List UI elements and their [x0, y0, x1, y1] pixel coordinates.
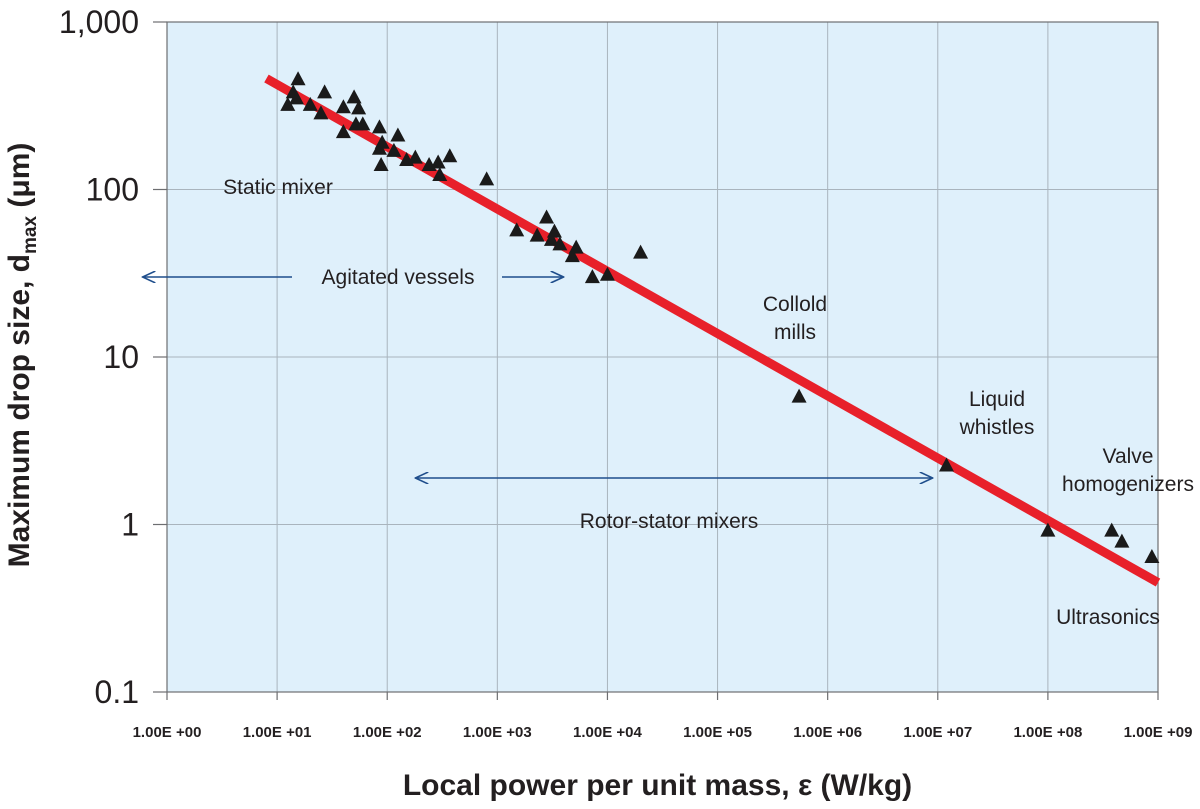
y-axis-ticks: 0.1 1 10 100 1,000	[59, 4, 139, 710]
annotation-line: Valve	[1103, 445, 1154, 468]
data-point	[539, 209, 555, 224]
y-axis-title: Maximum drop size, dmax (μm)	[3, 143, 41, 568]
data-point	[584, 269, 600, 284]
y-axis-title-main: Maximum drop size, d	[3, 254, 36, 567]
y-axis-title-subscript: max	[20, 216, 41, 254]
x-tick-label: 1.00E +05	[683, 724, 752, 741]
annotation-liquid-whistles: Liquid whistles	[959, 388, 1035, 439]
data-point	[290, 71, 306, 86]
annotation-line: whistles	[959, 416, 1035, 439]
data-point	[346, 89, 362, 104]
data-point	[1144, 548, 1160, 563]
data-point	[335, 124, 351, 139]
annotation-line: Agitated vessels	[322, 266, 475, 289]
data-point	[407, 149, 423, 164]
data-point	[529, 227, 545, 242]
data-point	[313, 105, 329, 120]
data-point	[355, 116, 371, 131]
y-tick-label: 100	[86, 172, 139, 208]
data-point	[791, 388, 807, 403]
x-tick-label: 1.00E +00	[133, 724, 202, 741]
annotation-static-mixer: Static mixer	[223, 176, 333, 199]
data-point	[546, 223, 562, 238]
data-point	[509, 222, 525, 237]
y-tick-label: 1	[121, 507, 139, 543]
annotation-agitated-vessels: Agitated vessels	[322, 266, 475, 289]
annotation-valve-homogenizers: Valve homogenizers	[1062, 445, 1194, 496]
range-arrows	[143, 277, 933, 478]
data-point	[552, 236, 568, 251]
data-point	[390, 127, 406, 142]
y-tick-label: 0.1	[95, 674, 139, 710]
axes	[153, 21, 1159, 700]
data-point	[479, 171, 495, 186]
annotation-line: Rotor-stator mixers	[580, 510, 759, 533]
data-points	[280, 71, 1160, 563]
annotation-line: Static mixer	[223, 176, 333, 199]
data-point	[289, 90, 305, 105]
y-tick-label: 1,000	[59, 4, 139, 40]
x-tick-label: 1.00E +04	[573, 724, 642, 741]
data-point	[280, 96, 296, 111]
data-point	[633, 244, 649, 259]
data-point	[442, 148, 458, 163]
annotation-line: Collold	[763, 293, 827, 316]
annotation-line: mills	[774, 321, 816, 344]
annotation-collold-mills: Collold mills	[763, 293, 827, 344]
annotation-line: homogenizers	[1062, 473, 1194, 496]
x-tick-label: 1.00E +07	[903, 724, 972, 741]
data-point	[374, 134, 390, 149]
data-point	[1040, 522, 1056, 537]
x-tick-label: 1.00E +02	[353, 724, 422, 741]
x-axis-title: Local power per unit mass, ε (W/kg)	[403, 769, 912, 802]
x-tick-label: 1.00E +09	[1124, 724, 1193, 741]
x-tick-label: 1.00E +06	[793, 724, 862, 741]
data-point	[317, 84, 333, 99]
data-point	[568, 239, 584, 254]
data-point	[373, 157, 389, 172]
annotations: Static mixer Agitated vessels Collold mills…	[223, 176, 1194, 629]
annotation-line: Ultrasonics	[1056, 606, 1160, 629]
data-point	[432, 167, 448, 182]
data-point	[430, 154, 446, 169]
x-axis-ticks: 1.00E +00 1.00E +01 1.00E +02 1.00E +03 1.00…	[133, 724, 1193, 741]
data-point	[386, 142, 402, 157]
data-point	[351, 100, 367, 115]
data-point	[371, 119, 387, 134]
data-point	[302, 96, 318, 111]
annotation-rotor-stator-mixers: Rotor-stator mixers	[580, 510, 759, 533]
annotation-line: Liquid	[969, 388, 1025, 411]
data-point	[599, 266, 615, 281]
y-axis-title-unit: (μm)	[3, 143, 36, 216]
x-tick-label: 1.00E +08	[1013, 724, 1082, 741]
x-tick-label: 1.00E +03	[463, 724, 532, 741]
x-tick-label: 1.00E +01	[243, 724, 312, 741]
annotation-ultrasonics: Ultrasonics	[1056, 606, 1160, 629]
data-point	[938, 457, 954, 472]
data-point	[543, 231, 559, 246]
data-point	[1114, 533, 1130, 548]
data-point	[564, 248, 580, 263]
gridlines	[167, 22, 1158, 692]
data-point	[335, 99, 351, 114]
y-tick-label: 10	[103, 339, 139, 375]
data-point	[1104, 522, 1120, 537]
